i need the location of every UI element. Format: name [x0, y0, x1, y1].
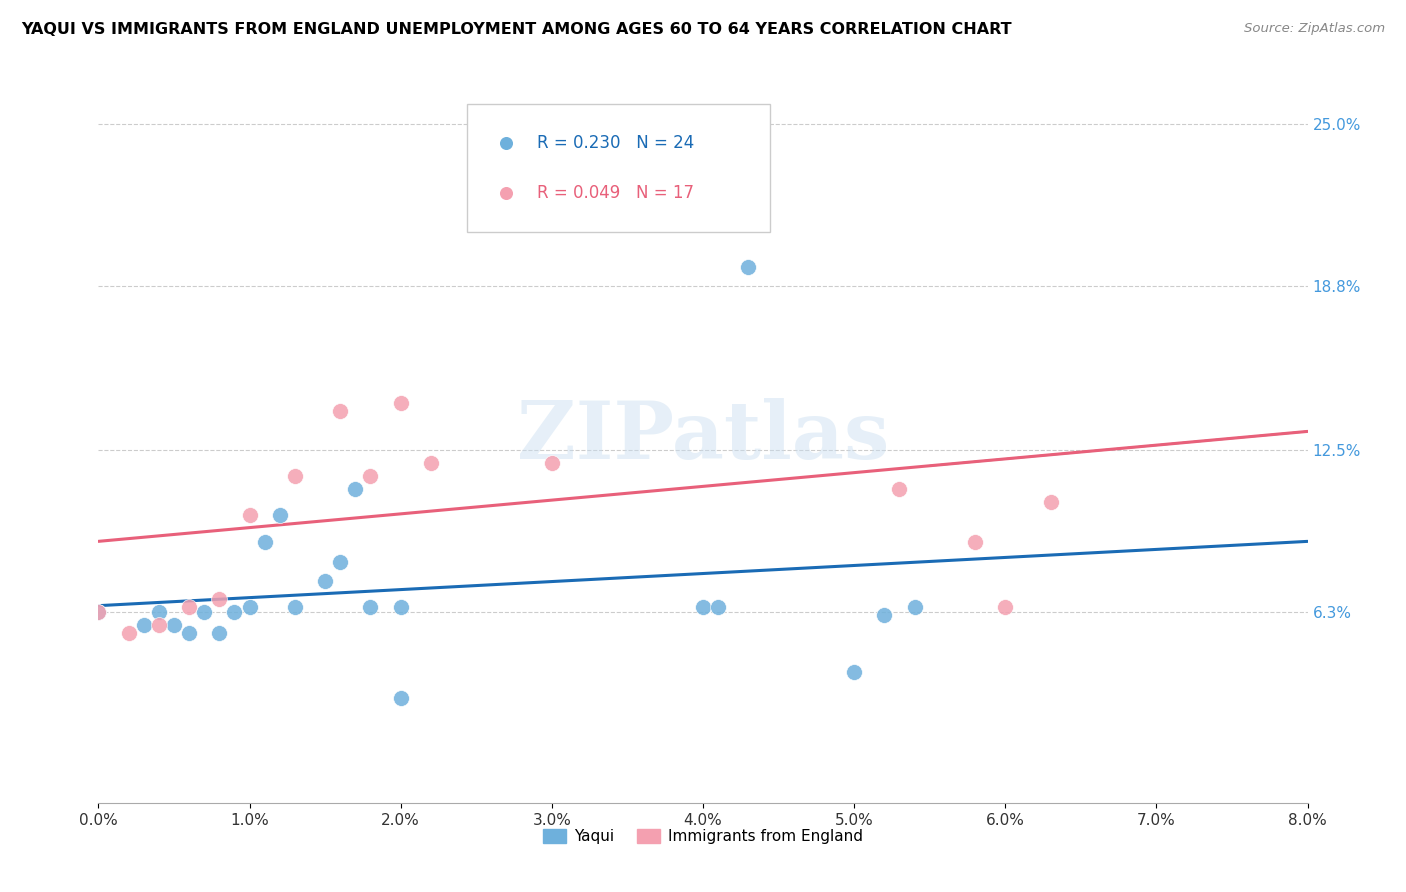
Point	[224, 605, 246, 619]
Point	[87, 605, 110, 619]
Text: YAQUI VS IMMIGRANTS FROM ENGLAND UNEMPLOYMENT AMONG AGES 60 TO 64 YEARS CORRELAT: YAQUI VS IMMIGRANTS FROM ENGLAND UNEMPLO…	[21, 22, 1012, 37]
Point	[329, 404, 352, 418]
Point	[239, 508, 262, 523]
Point	[360, 599, 382, 614]
Point	[994, 599, 1017, 614]
Point	[253, 534, 276, 549]
FancyBboxPatch shape	[467, 104, 769, 232]
Point	[163, 618, 186, 632]
Text: ZIPatlas: ZIPatlas	[517, 398, 889, 476]
Point	[179, 599, 201, 614]
Point	[389, 599, 412, 614]
Point	[737, 260, 759, 275]
Point	[389, 691, 412, 706]
Point	[269, 508, 291, 523]
Text: Source: ZipAtlas.com: Source: ZipAtlas.com	[1244, 22, 1385, 36]
Point	[344, 483, 367, 497]
Point	[118, 626, 141, 640]
Point	[193, 605, 215, 619]
Point	[873, 607, 896, 622]
Text: R = 0.230   N = 24: R = 0.230 N = 24	[537, 135, 695, 153]
Point	[148, 618, 170, 632]
Point	[540, 456, 562, 470]
Point	[1039, 495, 1062, 509]
Point	[420, 456, 443, 470]
Point	[844, 665, 866, 680]
Point	[692, 190, 714, 204]
Point	[904, 599, 927, 614]
Point	[208, 626, 231, 640]
Point	[284, 469, 307, 483]
Text: R = 0.049   N = 17: R = 0.049 N = 17	[537, 185, 695, 202]
Point	[707, 599, 730, 614]
Point	[965, 534, 987, 549]
Point	[208, 592, 231, 607]
Point	[889, 483, 911, 497]
Point	[329, 556, 352, 570]
Point	[239, 599, 262, 614]
Legend: Yaqui, Immigrants from England: Yaqui, Immigrants from England	[537, 822, 869, 850]
Point	[389, 396, 412, 410]
Point	[284, 599, 307, 614]
Point	[314, 574, 336, 588]
Point	[692, 599, 714, 614]
Point	[132, 618, 155, 632]
Point	[87, 605, 110, 619]
Point	[360, 469, 382, 483]
Point	[179, 626, 201, 640]
Point	[148, 605, 170, 619]
